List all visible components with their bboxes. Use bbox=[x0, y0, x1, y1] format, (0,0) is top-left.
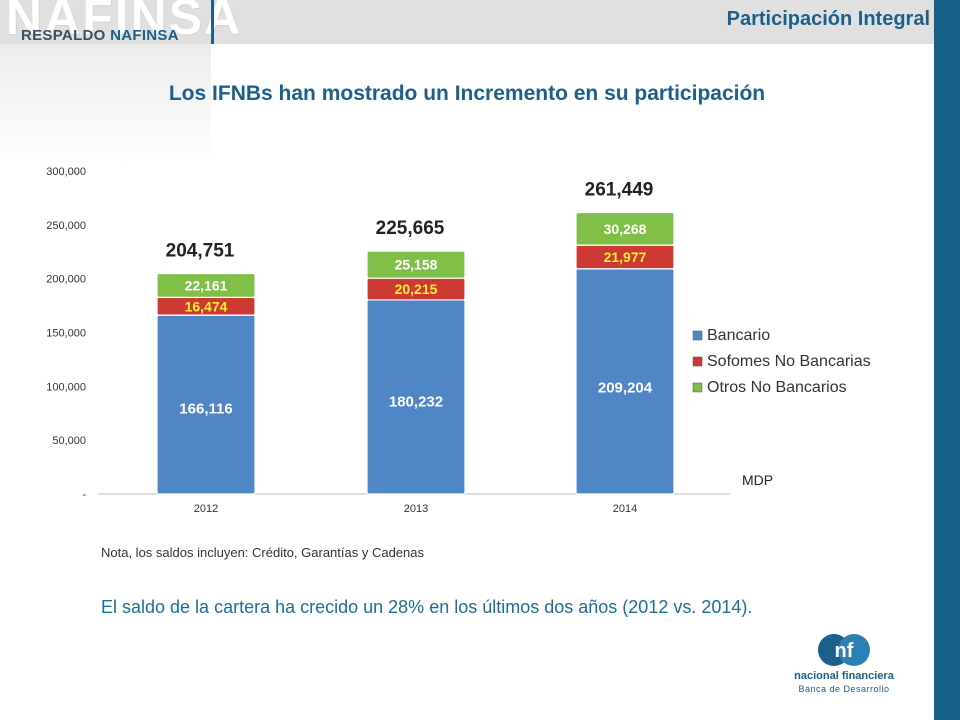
x-tick-label: 2012 bbox=[194, 503, 218, 515]
data-label: 16,474 bbox=[185, 298, 228, 314]
stacked-bar-chart: - 50,000 100,000 150,000 200,000 250,000 300,0… bbox=[46, 166, 871, 515]
data-label: 30,268 bbox=[604, 221, 647, 237]
header-divider bbox=[211, 0, 214, 44]
unit-label: MDP bbox=[742, 472, 774, 488]
logo-mark-icon: nf bbox=[818, 634, 870, 666]
tagline-nafinsa: NAFINSA bbox=[110, 27, 179, 44]
section-title: Participación Integral bbox=[726, 8, 930, 30]
data-label: 20,215 bbox=[395, 281, 438, 297]
y-tick-label: 250,000 bbox=[46, 220, 86, 232]
slide-title: Los IFNBs han mostrado un Incremento en … bbox=[168, 82, 766, 105]
legend-swatch bbox=[692, 356, 703, 367]
brand-tagline: RESPALDO NAFINSA bbox=[21, 27, 179, 44]
bar-segment-otros-no-bancarios bbox=[156, 272, 256, 299]
legend-label: Bancario bbox=[707, 327, 770, 344]
y-tick-label: 300,000 bbox=[46, 166, 86, 178]
legend-swatch bbox=[692, 382, 703, 393]
header-watermark-area bbox=[0, 44, 211, 164]
nafin-logo: nf nacional financiera Banca de Desarrol… bbox=[776, 630, 912, 700]
y-tick-label: 100,000 bbox=[46, 381, 86, 393]
footnote: Nota, los saldos incluyen: Crédito, Gara… bbox=[101, 545, 425, 560]
y-tick-label: 150,000 bbox=[46, 328, 86, 340]
data-label: 166,116 bbox=[179, 401, 232, 418]
legend-label: Sofomes No Bancarias bbox=[707, 353, 871, 370]
brand-watermark: NAFINSA bbox=[6, 0, 243, 45]
logo-subtitle: Banca de Desarrollo bbox=[798, 684, 890, 694]
total-label: 261,449 bbox=[585, 180, 654, 201]
x-tick-label: 2013 bbox=[404, 503, 428, 515]
y-tick-label: 50,000 bbox=[52, 435, 86, 447]
data-label: 22,161 bbox=[185, 277, 228, 293]
legend-swatch bbox=[692, 330, 703, 341]
logo-name: nacional financiera bbox=[794, 670, 894, 682]
total-label: 225,665 bbox=[376, 218, 445, 239]
bar-segment-otros-no-bancarios bbox=[366, 250, 466, 279]
bar-segment-otros-no-bancarios bbox=[575, 211, 675, 246]
x-tick-label: 2014 bbox=[613, 503, 637, 515]
y-tick-label: 200,000 bbox=[46, 274, 86, 286]
y-tick-label: - bbox=[82, 489, 86, 501]
summary-text: El saldo de la cartera ha crecido un 28%… bbox=[101, 597, 753, 617]
data-label: 209,204 bbox=[598, 380, 653, 397]
total-label: 204,751 bbox=[166, 241, 235, 262]
data-label: 21,977 bbox=[604, 249, 647, 265]
logo-mark-text: nf bbox=[835, 640, 854, 662]
data-label: 25,158 bbox=[395, 257, 438, 273]
header-band bbox=[0, 0, 934, 44]
tagline-respaldo: RESPALDO bbox=[21, 27, 106, 44]
legend-label: Otros No Bancarios bbox=[707, 379, 847, 396]
side-accent-bar bbox=[934, 0, 960, 720]
data-label: 180,232 bbox=[389, 394, 443, 411]
